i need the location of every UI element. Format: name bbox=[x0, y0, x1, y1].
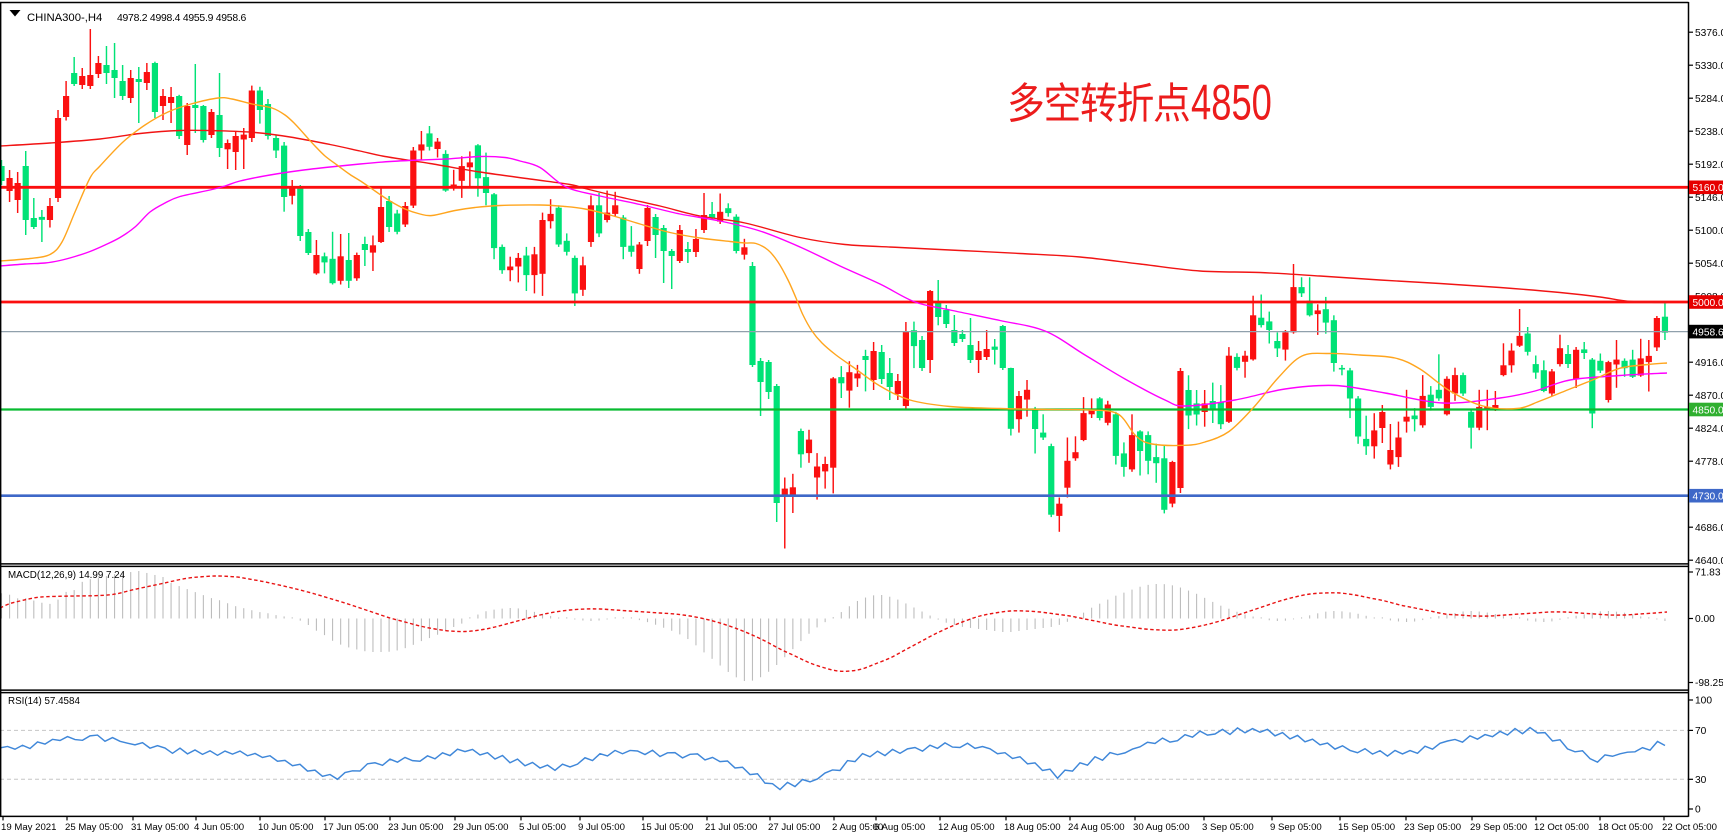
svg-text:9 Jul 05:00: 9 Jul 05:00 bbox=[578, 822, 625, 833]
svg-text:22 Oct 05:00: 22 Oct 05:00 bbox=[1662, 822, 1717, 833]
svg-text:4640.0: 4640.0 bbox=[1695, 556, 1723, 567]
svg-text:19 May 2021: 19 May 2021 bbox=[1, 822, 56, 833]
svg-text:9 Sep 05:00: 9 Sep 05:00 bbox=[1270, 822, 1322, 833]
svg-text:23 Jun 05:00: 23 Jun 05:00 bbox=[388, 822, 443, 833]
svg-text:5376.0: 5376.0 bbox=[1695, 28, 1723, 39]
svg-text:15 Jul 05:00: 15 Jul 05:00 bbox=[641, 822, 693, 833]
svg-text:-98.25: -98.25 bbox=[1695, 678, 1723, 689]
svg-text:31 May 05:00: 31 May 05:00 bbox=[131, 822, 189, 833]
svg-text:27 Jul 05:00: 27 Jul 05:00 bbox=[768, 822, 820, 833]
svg-text:30 Aug 05:00: 30 Aug 05:00 bbox=[1133, 822, 1190, 833]
svg-text:4824.0: 4824.0 bbox=[1695, 424, 1723, 435]
svg-text:71.83: 71.83 bbox=[1695, 568, 1721, 579]
svg-text:6 Aug 05:00: 6 Aug 05:00 bbox=[874, 822, 925, 833]
svg-text:4850.0: 4850.0 bbox=[1693, 405, 1723, 416]
svg-text:100: 100 bbox=[1695, 696, 1712, 707]
svg-text:18 Aug 05:00: 18 Aug 05:00 bbox=[1004, 822, 1061, 833]
svg-text:18 Oct 05:00: 18 Oct 05:00 bbox=[1598, 822, 1653, 833]
svg-text:5 Jul 05:00: 5 Jul 05:00 bbox=[519, 822, 566, 833]
svg-text:5284.0: 5284.0 bbox=[1695, 94, 1723, 105]
svg-text:23 Sep 05:00: 23 Sep 05:00 bbox=[1404, 822, 1461, 833]
svg-text:30: 30 bbox=[1695, 775, 1707, 786]
svg-text:5000.0: 5000.0 bbox=[1693, 298, 1723, 309]
svg-text:5160.0: 5160.0 bbox=[1693, 183, 1723, 194]
svg-text:5146.0: 5146.0 bbox=[1695, 193, 1723, 204]
svg-text:15 Sep 05:00: 15 Sep 05:00 bbox=[1338, 822, 1395, 833]
svg-text:4730.0: 4730.0 bbox=[1693, 492, 1723, 503]
svg-text:5100.0: 5100.0 bbox=[1695, 226, 1723, 237]
svg-text:29 Sep 05:00: 29 Sep 05:00 bbox=[1470, 822, 1527, 833]
svg-text:5054.0: 5054.0 bbox=[1695, 259, 1723, 270]
svg-text:4870.0: 4870.0 bbox=[1695, 391, 1723, 402]
svg-text:0: 0 bbox=[1695, 805, 1701, 816]
svg-text:MACD(12,26,9) 14.99 7.24: MACD(12,26,9) 14.99 7.24 bbox=[8, 570, 126, 581]
svg-text:4958.6: 4958.6 bbox=[1693, 327, 1723, 338]
svg-text:2 Aug 05:00: 2 Aug 05:00 bbox=[832, 822, 883, 833]
svg-text:10 Jun 05:00: 10 Jun 05:00 bbox=[258, 822, 313, 833]
svg-text:3 Sep 05:00: 3 Sep 05:00 bbox=[1202, 822, 1254, 833]
svg-text:5192.0: 5192.0 bbox=[1695, 160, 1723, 171]
svg-text:29 Jun 05:00: 29 Jun 05:00 bbox=[453, 822, 508, 833]
svg-text:70: 70 bbox=[1695, 726, 1707, 737]
svg-text:4 Jun 05:00: 4 Jun 05:00 bbox=[194, 822, 244, 833]
svg-text:21 Jul 05:00: 21 Jul 05:00 bbox=[705, 822, 757, 833]
svg-text:CHINA300-,H4: CHINA300-,H4 bbox=[27, 12, 102, 24]
svg-text:24 Aug 05:00: 24 Aug 05:00 bbox=[1068, 822, 1125, 833]
svg-text:5238.0: 5238.0 bbox=[1695, 127, 1723, 138]
svg-text:25 May 05:00: 25 May 05:00 bbox=[65, 822, 123, 833]
svg-text:12 Oct 05:00: 12 Oct 05:00 bbox=[1534, 822, 1589, 833]
svg-text:5330.0: 5330.0 bbox=[1695, 61, 1723, 72]
svg-text:12 Aug 05:00: 12 Aug 05:00 bbox=[938, 822, 995, 833]
svg-text:4850: 4850 bbox=[1191, 75, 1272, 131]
svg-text:0.00: 0.00 bbox=[1695, 614, 1715, 625]
svg-text:17 Jun 05:00: 17 Jun 05:00 bbox=[323, 822, 378, 833]
svg-text:4978.2 4998.4 4955.9 4958.6: 4978.2 4998.4 4955.9 4958.6 bbox=[117, 13, 247, 24]
svg-text:4686.0: 4686.0 bbox=[1695, 523, 1723, 534]
svg-text:4916.0: 4916.0 bbox=[1695, 358, 1723, 369]
svg-text:RSI(14) 57.4584: RSI(14) 57.4584 bbox=[8, 696, 80, 707]
svg-text:4778.0: 4778.0 bbox=[1695, 457, 1723, 468]
